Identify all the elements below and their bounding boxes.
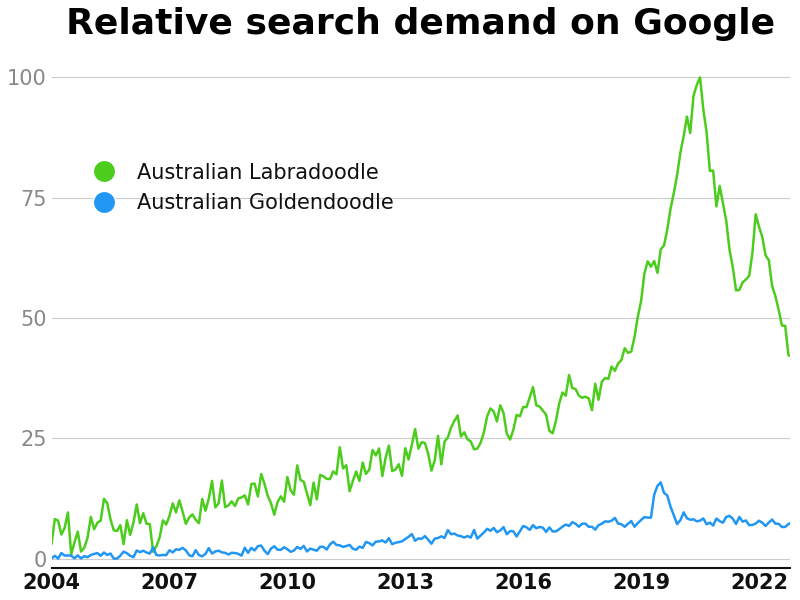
Title: Relative search demand on Google: Relative search demand on Google: [66, 7, 775, 41]
Legend: Australian Labradoodle, Australian Goldendoodle: Australian Labradoodle, Australian Golde…: [77, 157, 400, 220]
